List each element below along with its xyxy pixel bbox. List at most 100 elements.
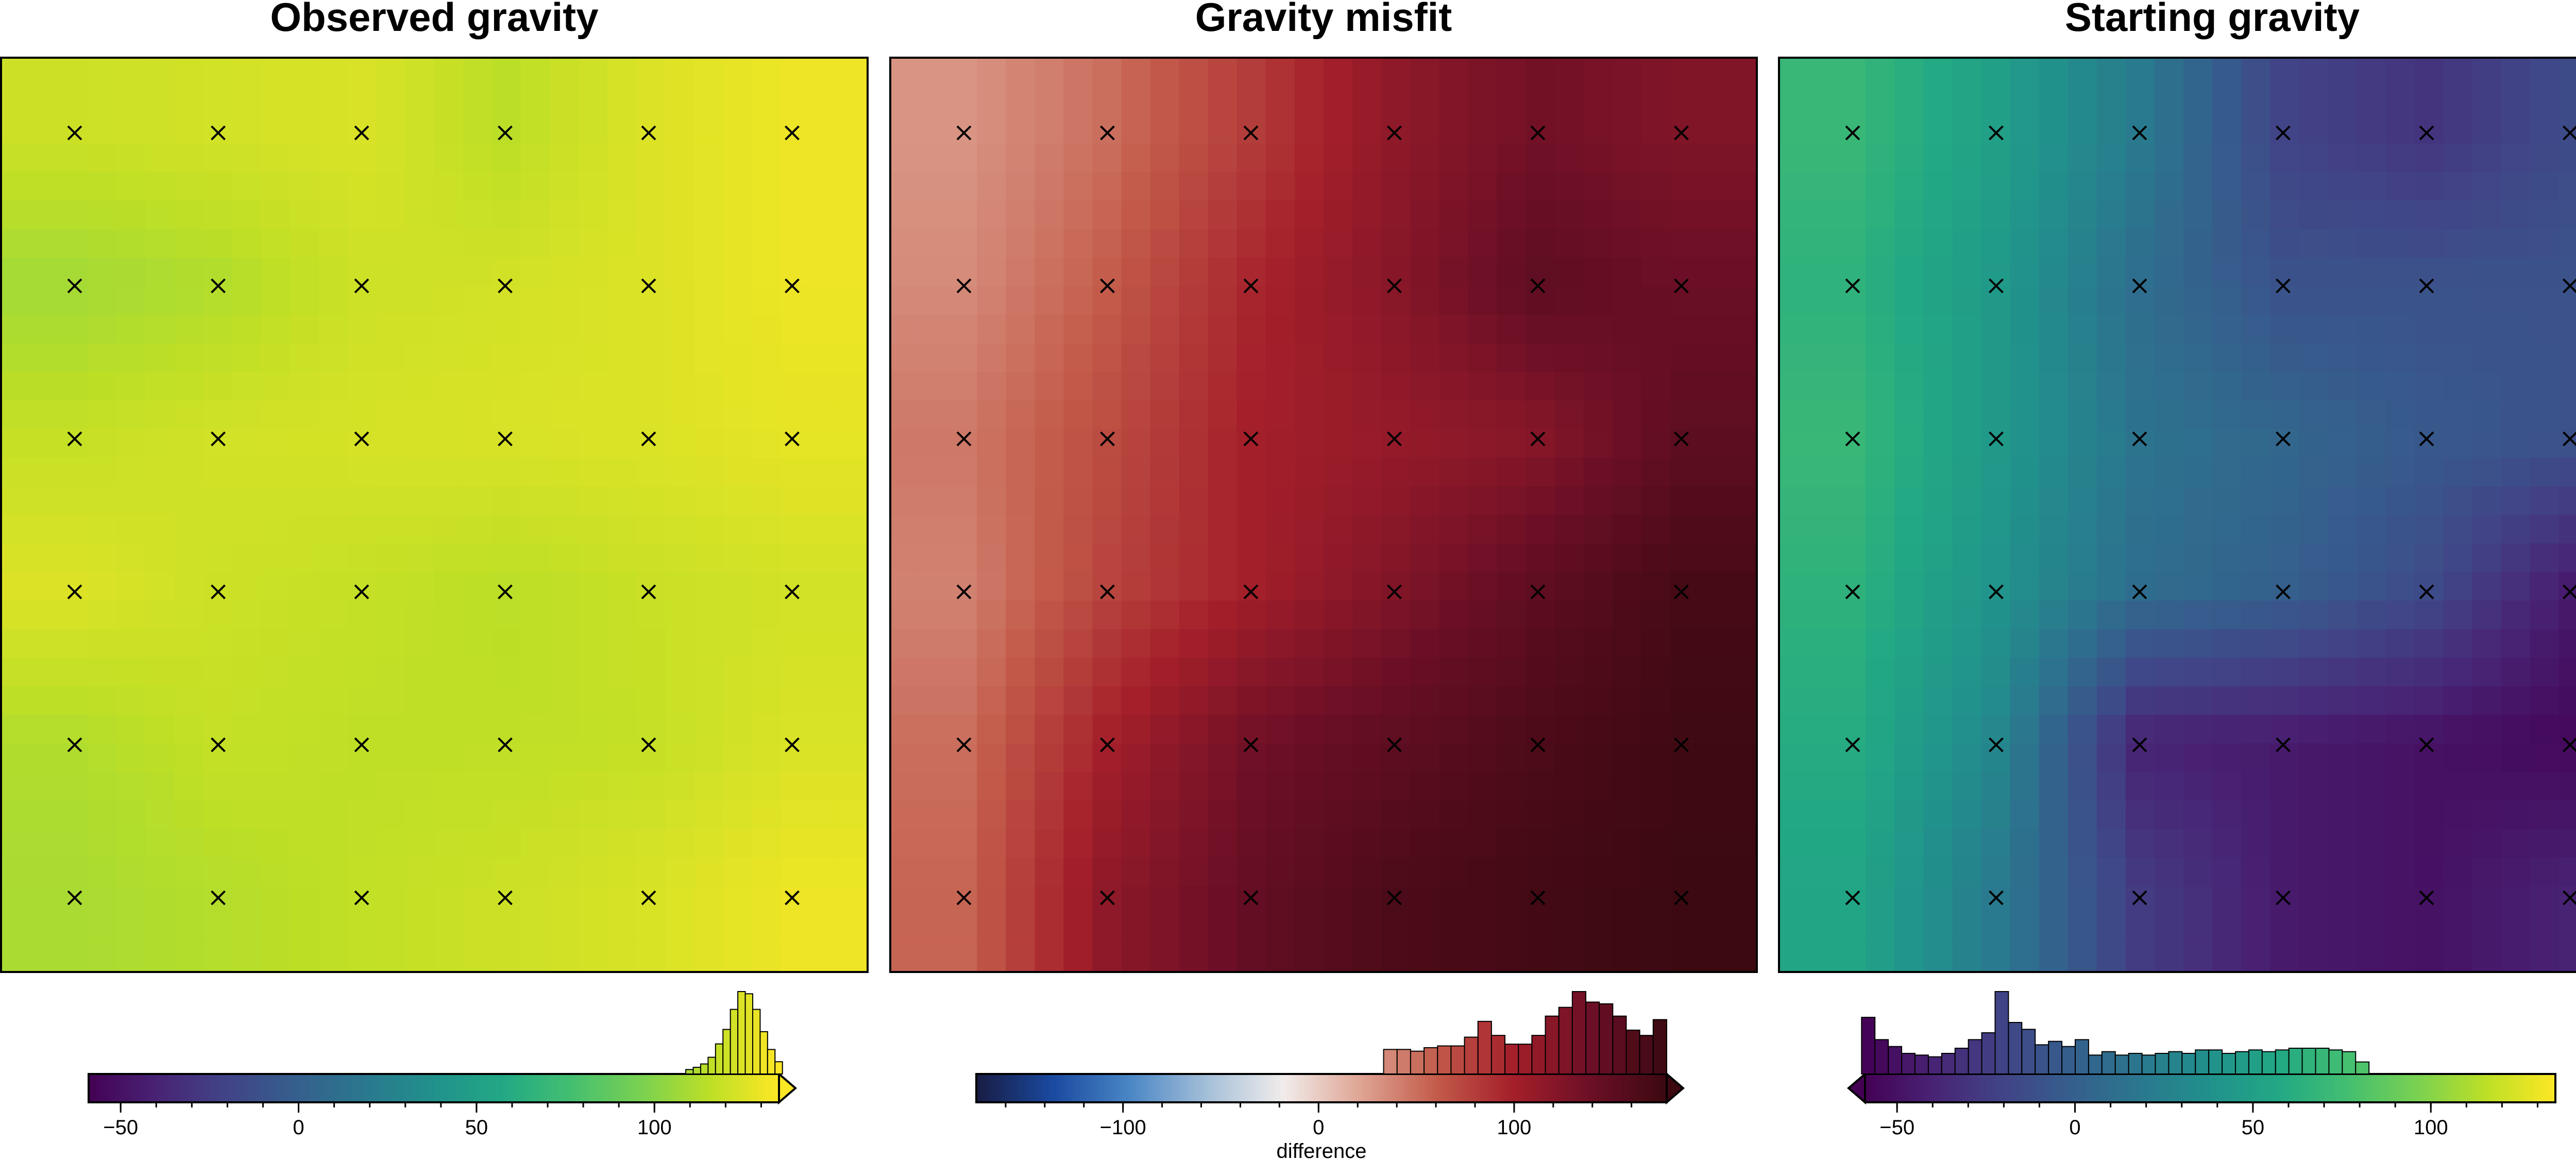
heatmap-cell: [2183, 743, 2213, 773]
heatmap-cell: [2270, 372, 2299, 401]
heatmap-cell: [2183, 58, 2213, 87]
heatmap-cell: [2212, 58, 2242, 87]
colorbar-segment: [613, 1074, 617, 1102]
heatmap-cell: [607, 629, 637, 658]
heatmap-cell: [1236, 400, 1266, 430]
heatmap-cell: [579, 372, 608, 401]
colorbar-segment: [1214, 1074, 1218, 1102]
heatmap-cell: [1981, 286, 2011, 315]
heatmap-cell: [723, 258, 753, 287]
heatmap-cell: [59, 743, 88, 773]
heatmap-cell: [2501, 486, 2531, 516]
heatmap-cell: [290, 86, 319, 115]
colorbar-segment: [216, 1074, 221, 1102]
heatmap-cell: [30, 172, 59, 201]
heatmap-cell: [1468, 657, 1497, 687]
heatmap-cell: [232, 258, 262, 287]
heatmap-cell: [2212, 543, 2242, 573]
heatmap-cell: [1179, 858, 1209, 887]
heatmap-cell: [1866, 86, 1895, 115]
heatmap-cell: [463, 915, 493, 944]
heatmap-cell: [1294, 572, 1324, 601]
colorbar-segment: [731, 1074, 735, 1102]
heatmap-cell: [2212, 429, 2242, 458]
colorbar-segment: [775, 1074, 779, 1102]
histogram: [1383, 991, 1668, 1075]
heatmap-cell: [1526, 943, 1555, 973]
heatmap-cell: [521, 858, 550, 887]
heatmap-cell: [665, 58, 695, 87]
colorbar-segment: [1556, 1074, 1560, 1102]
heatmap-cell: [1981, 572, 2011, 601]
heatmap-cell: [1121, 686, 1151, 715]
heatmap-cell: [1612, 515, 1642, 544]
heatmap-cell: [2472, 800, 2502, 830]
heatmap-cell: [30, 686, 59, 715]
heatmap-cell: [1808, 629, 1837, 658]
station-marker: [1674, 737, 1689, 753]
heatmap-cell: [607, 943, 637, 973]
heatmap-cell: [1352, 600, 1382, 629]
colorbar-segment: [2221, 1074, 2225, 1102]
heatmap-cell: [1612, 800, 1642, 830]
heatmap-cell: [2328, 686, 2357, 715]
heatmap-cell: [1981, 772, 2011, 801]
heatmap-cell: [232, 714, 262, 744]
colorbar-segment: [2248, 1074, 2252, 1102]
heatmap-cell: [174, 858, 204, 887]
heatmap-cell: [694, 229, 724, 258]
heatmap-cell: [59, 657, 88, 687]
heatmap-cell: [2154, 829, 2184, 858]
heatmap-cell: [347, 486, 377, 516]
heatmap-cell: [665, 800, 695, 830]
station-marker: [1674, 125, 1689, 141]
colorbar-segment: [2245, 1074, 2249, 1102]
heatmap-cell: [948, 400, 977, 430]
heatmap-cell: [550, 114, 579, 144]
heatmap-cell: [434, 657, 464, 687]
heatmap-cell: [1894, 400, 1924, 430]
station-marker: [2419, 125, 2434, 141]
heatmap-cell: [492, 143, 521, 173]
heatmap-cell: [1670, 858, 1700, 887]
heatmap-cell: [2154, 943, 2184, 973]
colorbar-segment: [1663, 1074, 1667, 1102]
heatmap-cell: [2039, 572, 2069, 601]
heatmap-cell: [2530, 800, 2560, 830]
heatmap-cell: [1208, 114, 1238, 144]
histogram-bar: [1383, 1049, 1398, 1074]
heatmap-cell: [1894, 86, 1924, 115]
heatmap-cell: [1837, 886, 1866, 915]
heatmap-cell: [1699, 743, 1728, 773]
heatmap-cell: [1468, 515, 1497, 544]
colorbar-segment: [1629, 1074, 1633, 1102]
heatmap-cell: [607, 457, 637, 487]
heatmap-cell: [145, 657, 175, 687]
colorbar-segment: [651, 1074, 655, 1102]
heatmap-cell: [347, 858, 377, 887]
heatmap-cell: [2530, 543, 2560, 573]
heatmap-cell: [318, 800, 348, 830]
heatmap-cell: [1006, 714, 1035, 744]
colorbar-segment: [1920, 1074, 1924, 1102]
heatmap-cell: [2472, 629, 2502, 658]
colorbar-segment: [219, 1074, 224, 1102]
colorbar-segment: [1156, 1074, 1160, 1102]
colorbar-segment: [292, 1074, 296, 1102]
heatmap-cell: [1866, 343, 1895, 372]
heatmap-cell: [1837, 743, 1866, 773]
heatmap-cell: [232, 572, 262, 601]
heatmap-cell: [1294, 429, 1324, 458]
colorbar-segment: [296, 1074, 300, 1102]
heatmap-cell: [1526, 800, 1555, 830]
heatmap-cell: [1, 515, 30, 544]
heatmap-cell: [1092, 657, 1122, 687]
station-marker: [211, 737, 226, 753]
heatmap-cell: [492, 258, 521, 287]
heatmap-cell: [2067, 400, 2097, 430]
colorbar-segment: [1294, 1074, 1298, 1102]
heatmap-cell: [607, 143, 637, 173]
heatmap-cell: [1952, 714, 1982, 744]
heatmap-cell: [1006, 886, 1035, 915]
heatmap-cell: [1063, 657, 1093, 687]
